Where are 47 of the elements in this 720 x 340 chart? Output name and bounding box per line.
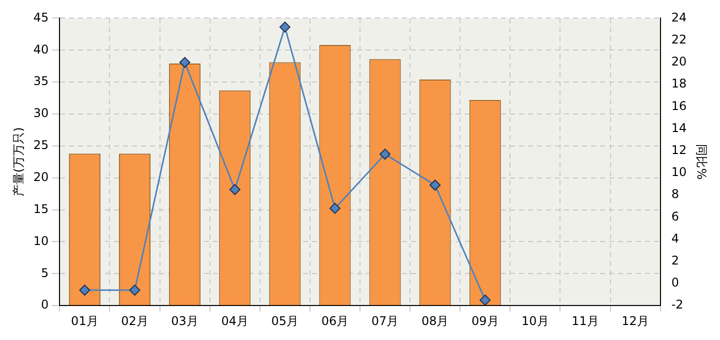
y-tick-label: 35 xyxy=(33,74,49,88)
y-tick-label: 40 xyxy=(33,42,49,56)
y2-tick-label: 8 xyxy=(671,187,679,202)
y2-tick-label: 0 xyxy=(671,276,679,290)
y-tick-label: 30 xyxy=(33,106,49,120)
point xyxy=(329,202,340,214)
y2-tick-label: 18 xyxy=(671,76,687,91)
y2-tick-label: 2 xyxy=(671,254,679,268)
point xyxy=(129,284,140,296)
y-tick-label: 25 xyxy=(33,138,49,152)
point xyxy=(79,284,90,296)
y-tick-label: 15 xyxy=(33,202,49,216)
y2-tick-label: 4 xyxy=(671,231,679,246)
y-tick-label: 45 xyxy=(33,10,49,24)
y-tick-label: 0 xyxy=(41,298,49,312)
y-tick-label: 5 xyxy=(41,266,49,280)
y2-tick-label: 6 xyxy=(671,209,679,224)
x-tick-label: 06月 xyxy=(321,314,349,328)
y2-tick-label: 10 xyxy=(671,165,687,180)
x-tick-label: 10月 xyxy=(522,314,549,328)
y2-tick-label: 16 xyxy=(671,98,687,113)
x-tick-label: 08月 xyxy=(421,314,449,328)
x-tick-label: 11月 xyxy=(572,314,599,328)
x-tick-label: 02月 xyxy=(121,314,148,328)
y-tick-label: 10 xyxy=(33,234,49,248)
x-tick-label: 01月 xyxy=(71,314,98,328)
y2-tick-label: 14 xyxy=(671,120,687,135)
x-tick-label: 09月 xyxy=(471,314,499,328)
y2-tick-label: 20 xyxy=(671,54,687,69)
point xyxy=(430,180,441,191)
x-tick-label: 07月 xyxy=(371,314,399,328)
point xyxy=(380,148,391,160)
y2-tick-label: 12 xyxy=(671,142,687,157)
x-tick-label: 12月 xyxy=(622,314,649,328)
y2-tick-label: 22 xyxy=(671,32,687,46)
y2-tick-label: 24 xyxy=(671,10,687,24)
y-tick-label: 20 xyxy=(33,170,49,184)
y-axis-title: 产量(万万只) xyxy=(11,127,26,197)
y2-axis-title: 同比% xyxy=(694,144,709,180)
point xyxy=(279,22,290,33)
x-tick-label: 05月 xyxy=(271,314,299,328)
point xyxy=(179,56,190,68)
x-tick-label: 04月 xyxy=(221,314,249,328)
point xyxy=(229,184,240,196)
x-tick-label: 03月 xyxy=(171,314,198,328)
y2-tick-label: -2 xyxy=(671,298,684,312)
point xyxy=(480,294,491,306)
